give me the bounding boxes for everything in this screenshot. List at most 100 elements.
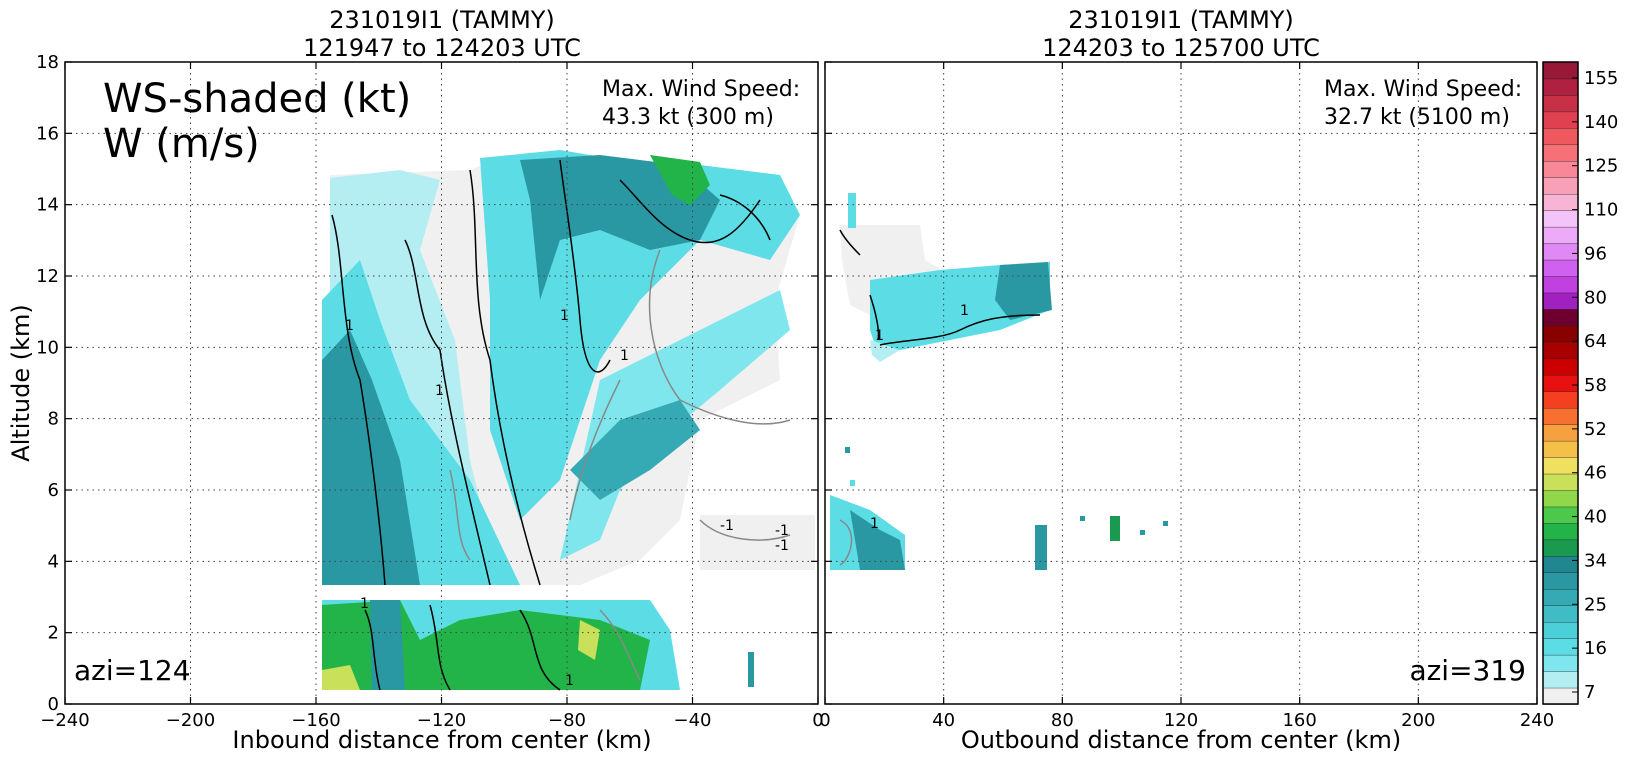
colorbar-cell — [1542, 555, 1579, 574]
left-grid — [65, 62, 818, 704]
x-tick-label: −120 — [417, 710, 466, 731]
right-shade-patch4 — [1140, 530, 1145, 535]
colorbar-tick-label: 40 — [1584, 507, 1607, 528]
y-tick-label: 6 — [48, 480, 59, 501]
colorbar-cell — [1542, 61, 1579, 80]
colorbar-cell — [1542, 78, 1579, 96]
left-shade-lower-green — [322, 600, 650, 690]
right-plot-area — [825, 62, 1537, 704]
right-heatmap: 1 1 1 — [830, 193, 1168, 570]
colorbar-frame — [1542, 61, 1579, 705]
left-shade-lower-teal — [370, 600, 405, 690]
contour-label: 1 — [560, 308, 569, 324]
colorbar-cell — [1542, 637, 1579, 656]
colorbar-cell — [1542, 160, 1579, 178]
left-shade-green-top — [650, 155, 710, 205]
y-tick-label: 16 — [36, 123, 59, 144]
colorbar-tick-label: 25 — [1584, 594, 1607, 615]
left-field-line2: W (m/s) — [103, 121, 260, 167]
colorbar-cell — [1542, 111, 1579, 129]
colorbar-cell — [1542, 506, 1579, 524]
right-shade-patch6 — [845, 447, 850, 453]
y-tick-label: 10 — [36, 337, 59, 358]
colorbar-tick-label: 46 — [1584, 463, 1607, 484]
colorbar: 155 140 125 110 96 80 64 58 52 46 40 34 25 16 7 — [1542, 61, 1618, 705]
colorbar-tick-label: 155 — [1584, 68, 1618, 89]
left-subtitle: 121947 to 124203 UTC — [303, 34, 581, 62]
contour-label: 1 — [875, 328, 884, 344]
colorbar-cell — [1542, 341, 1579, 360]
contour-label: 1 — [565, 673, 574, 689]
right-shade-small — [848, 193, 856, 228]
x-tick-label: 0 — [819, 710, 830, 731]
y-axis-label: Altitude (km) — [7, 304, 35, 461]
colorbar-cell — [1542, 226, 1579, 244]
colorbar-cell — [1542, 654, 1579, 672]
contour-label: 1 — [435, 383, 444, 399]
left-max-value: 43.3 kt (300 m) — [602, 105, 774, 130]
y-tick-label: 14 — [36, 195, 59, 216]
left-contours-gray — [449, 249, 791, 681]
right-panel: 1 1 1 0 40 80 120 160 200 240 Max. Wind Speed:… — [819, 61, 1554, 731]
colorbar-cell — [1542, 292, 1579, 310]
left-shade-teal-c — [570, 400, 700, 500]
colorbar-cell — [1542, 687, 1579, 705]
y-tick-label: 12 — [36, 266, 59, 287]
left-heatmap: 1 1 1 1 1 1 -1 -1 -1 — [322, 150, 815, 691]
right-x-ticks: 0 40 80 120 160 200 240 — [819, 62, 1554, 731]
colorbar-cell — [1542, 670, 1579, 689]
colorbar-tick-label: 96 — [1584, 243, 1607, 264]
colorbar-cell — [1542, 440, 1579, 458]
x-tick-label: 160 — [1282, 710, 1316, 731]
right-contours-gray — [839, 519, 853, 566]
colorbar-tick-label: 64 — [1584, 331, 1607, 352]
colorbar-cell — [1542, 374, 1579, 392]
contour-label: 1 — [620, 348, 629, 364]
right-shade-patch7 — [850, 480, 855, 486]
left-azimuth: azi=124 — [74, 654, 191, 687]
colorbar-cell — [1542, 588, 1579, 606]
colorbar-cell — [1542, 259, 1579, 277]
right-x-axis-label: Outbound distance from center (km) — [961, 726, 1401, 754]
colorbar-cell — [1542, 275, 1579, 294]
contour-label-neg: -1 — [775, 538, 789, 554]
colorbar-cell — [1542, 489, 1579, 508]
left-y-ticks: 0 2 4 6 8 10 12 14 16 18 — [36, 52, 818, 715]
colorbar-cell — [1542, 144, 1579, 162]
colorbar-cell — [1542, 358, 1579, 376]
colorbar-cell — [1542, 177, 1579, 195]
colorbar-cell — [1542, 308, 1579, 327]
colorbar-tick-label: 34 — [1584, 550, 1607, 571]
left-contour-labels: 1 1 1 1 1 1 -1 -1 -1 — [345, 308, 789, 689]
right-contour-labels: 1 1 1 — [870, 303, 969, 532]
colorbar-cell — [1542, 242, 1579, 261]
left-contours — [331, 159, 771, 691]
right-subtitle: 124203 to 125700 UTC — [1042, 34, 1320, 62]
left-x-axis-label: Inbound distance from center (km) — [232, 726, 651, 754]
right-shade-patch3 — [1080, 516, 1085, 521]
y-tick-label: 4 — [48, 551, 59, 572]
colorbar-tick-label: 80 — [1584, 287, 1607, 308]
colorbar-cell — [1542, 539, 1579, 557]
right-max-value: 32.7 kt (5100 m) — [1324, 105, 1510, 130]
x-tick-label: 200 — [1401, 710, 1435, 731]
colorbar-cell — [1542, 391, 1579, 409]
contour-label: 1 — [360, 596, 369, 612]
right-shade-patch5 — [1163, 521, 1168, 526]
left-field-line1: WS-shaded (kt) — [103, 76, 411, 122]
colorbar-cell — [1542, 522, 1579, 541]
colorbar-tick-label: 140 — [1584, 112, 1618, 133]
x-tick-label: 240 — [1520, 710, 1554, 731]
colorbar-cells — [1542, 61, 1579, 705]
colorbar-cell — [1542, 621, 1579, 639]
x-tick-label: 0 — [812, 710, 823, 731]
colorbar-cell — [1542, 193, 1579, 211]
right-shade-patch2 — [1110, 516, 1120, 541]
x-tick-label: −40 — [674, 710, 712, 731]
right-title: 231019I1 (TAMMY) — [1068, 6, 1294, 34]
left-shade-lower-yellow — [322, 620, 600, 690]
contour-label: 1 — [960, 303, 969, 319]
colorbar-tick-label: 16 — [1584, 638, 1607, 659]
colorbar-cell — [1542, 407, 1579, 425]
